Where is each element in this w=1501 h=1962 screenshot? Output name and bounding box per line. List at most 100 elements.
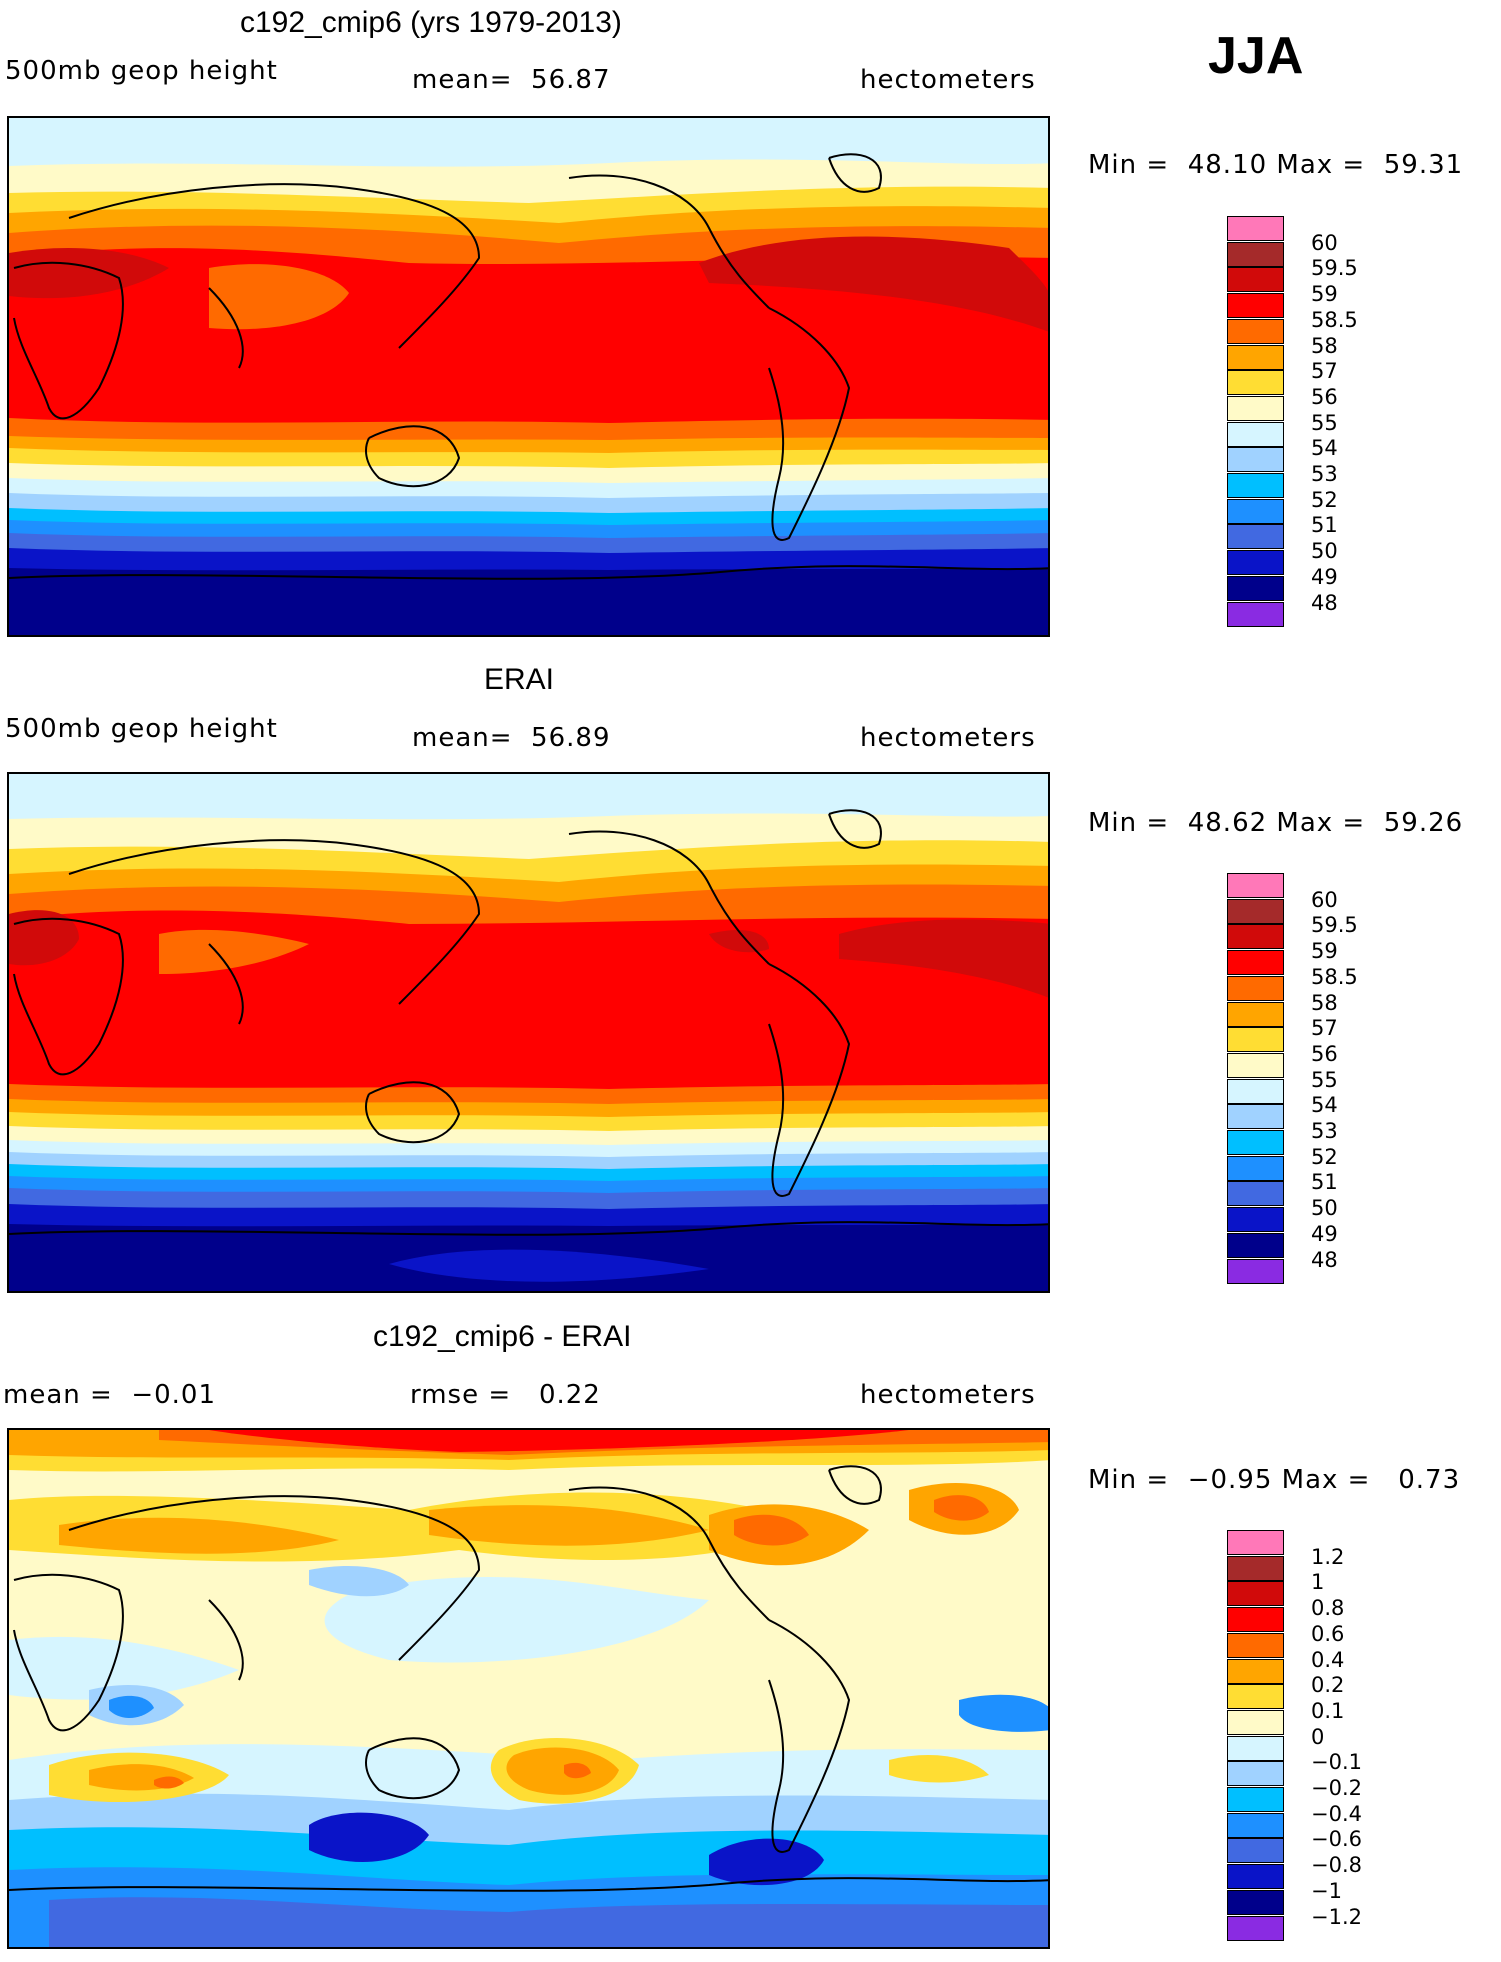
panel1-units-label: hectometers [860,65,1036,95]
colorbar-swatch [1227,447,1284,473]
panel3-rmse-label: rmse = 0.22 [410,1380,601,1410]
colorbar-swatch [1227,344,1284,370]
colorbar-swatch [1227,1838,1284,1864]
colorbar-tick-label: −1 [1311,1878,1342,1903]
colorbar-tick-label: −0.1 [1311,1750,1362,1775]
colorbar-tick-label: 59 [1311,939,1338,964]
colorbar-tick-label: 0.4 [1311,1647,1345,1672]
colorbar-swatch [1227,1761,1284,1787]
colorbar-tick-label: 53 [1311,462,1338,486]
colorbar-tick-label: 51 [1311,513,1338,538]
panel2-contour-field [9,774,1048,1291]
colorbar-tick-label: 49 [1311,1221,1338,1246]
colorbar-tick-label: −0.6 [1311,1827,1362,1852]
panel2-variable-label: 500mb geop height [5,714,278,744]
colorbar-tick-label: 56 [1311,1041,1338,1066]
panel1-title: c192_cmip6 (yrs 1979-2013) [240,6,622,39]
colorbar-tick-label: 53 [1311,1119,1338,1143]
colorbar-tick-label: 49 [1311,564,1338,589]
colorbar-swatch [1227,1258,1284,1284]
colorbar-swatch [1227,498,1284,524]
colorbar-swatch [1227,550,1284,576]
colorbar-swatch [1227,1027,1284,1053]
colorbar-tick-label: 52 [1311,1144,1338,1169]
colorbar-swatch [1227,575,1284,601]
colorbar-swatch [1227,1232,1284,1258]
colorbar-swatch [1227,1078,1284,1104]
colorbar-swatch [1227,1104,1284,1130]
colorbar-swatch [1227,1581,1284,1607]
colorbar-tick-label: −0.8 [1311,1853,1362,1878]
colorbar-tick-label: 0.1 [1311,1698,1345,1723]
panel3-contour-field [9,1430,1048,1947]
colorbar-tick-label: 59.5 [1311,256,1358,281]
colorbar-tick-label: 48 [1311,590,1338,615]
colorbar-tick-label: −0.2 [1311,1776,1362,1800]
colorbar-swatch [1227,1001,1284,1027]
colorbar-swatch [1227,1709,1284,1735]
colorbar-tick-label: 58 [1311,990,1338,1015]
panel1-mean-label: mean= 56.87 [412,65,611,95]
panel1-minmax: Min = 48.10 Max = 59.31 [1088,150,1464,180]
panel1-map [7,116,1050,637]
colorbar-swatch [1227,1052,1284,1078]
colorbar-swatch [1227,1658,1284,1684]
colorbar-swatch [1227,318,1284,344]
colorbar-tick-label: 56 [1311,384,1338,409]
colorbar-tick-label: 54 [1311,436,1338,461]
colorbar-swatch [1227,1530,1284,1555]
colorbar-tick-label: 58.5 [1311,307,1358,332]
colorbar-tick-label: 59.5 [1311,913,1358,938]
season-label: JJA [1208,27,1304,85]
colorbar-swatch [1227,473,1284,498]
colorbar-swatch [1227,1735,1284,1761]
panel3-mean-label: mean = −0.01 [3,1380,216,1410]
colorbar-tick-label: 58 [1311,333,1338,358]
colorbar-swatch [1227,1632,1284,1658]
colorbar-tick-label: 55 [1311,410,1338,435]
colorbar-tick-label: 60 [1311,230,1338,255]
colorbar-tick-label: 51 [1311,1170,1338,1195]
panel3-title: c192_cmip6 - ERAI [373,1320,632,1353]
panel2-minmax: Min = 48.62 Max = 59.26 [1088,808,1464,838]
colorbar-tick-label: 1.2 [1311,1544,1345,1569]
panel2-units-label: hectometers [860,723,1036,753]
colorbar-swatch [1227,975,1284,1001]
colorbar-swatch [1227,1607,1284,1633]
panel2-mean-label: mean= 56.89 [412,723,611,753]
colorbar-tick-label: 58.5 [1311,964,1358,989]
panel1-contour-field [9,118,1048,635]
colorbar-tick-label: −0.4 [1311,1801,1362,1826]
colorbar-tick-label: −1.2 [1311,1904,1362,1929]
colorbar-swatch [1227,601,1284,627]
colorbar-swatch [1227,395,1284,421]
colorbar-swatch [1227,241,1284,267]
colorbar-tick-label: 0.8 [1311,1596,1345,1621]
colorbar-swatch [1227,1555,1284,1581]
colorbar-tick-label: 54 [1311,1093,1338,1118]
colorbar-swatch [1227,950,1284,976]
colorbar-swatch [1227,1181,1284,1207]
colorbar-swatch [1227,267,1284,293]
colorbar-swatch [1227,421,1284,447]
colorbar-tick-label: 50 [1311,1196,1338,1221]
panel3-units-label: hectometers [860,1380,1036,1410]
colorbar-tick-label: 57 [1311,1016,1338,1041]
colorbar-swatch [1227,1915,1284,1941]
colorbar-swatch [1227,216,1284,241]
colorbar-swatch [1227,873,1284,898]
colorbar-tick-label: 55 [1311,1067,1338,1092]
colorbar-tick-label: 50 [1311,539,1338,564]
colorbar-tick-label: 1 [1311,1570,1325,1595]
colorbar-swatch [1227,898,1284,924]
panel3-minmax: Min = −0.95 Max = 0.73 [1088,1465,1461,1495]
colorbar-tick-label: 59 [1311,282,1338,307]
colorbar-swatch [1227,1787,1284,1812]
colorbar-tick-label: 0.6 [1311,1621,1345,1646]
panel3-map [7,1428,1050,1949]
colorbar-swatch [1227,293,1284,319]
colorbar-swatch [1227,1864,1284,1890]
colorbar-swatch [1227,524,1284,550]
colorbar-swatch [1227,1684,1284,1710]
panel2-title: ERAI [484,663,555,696]
